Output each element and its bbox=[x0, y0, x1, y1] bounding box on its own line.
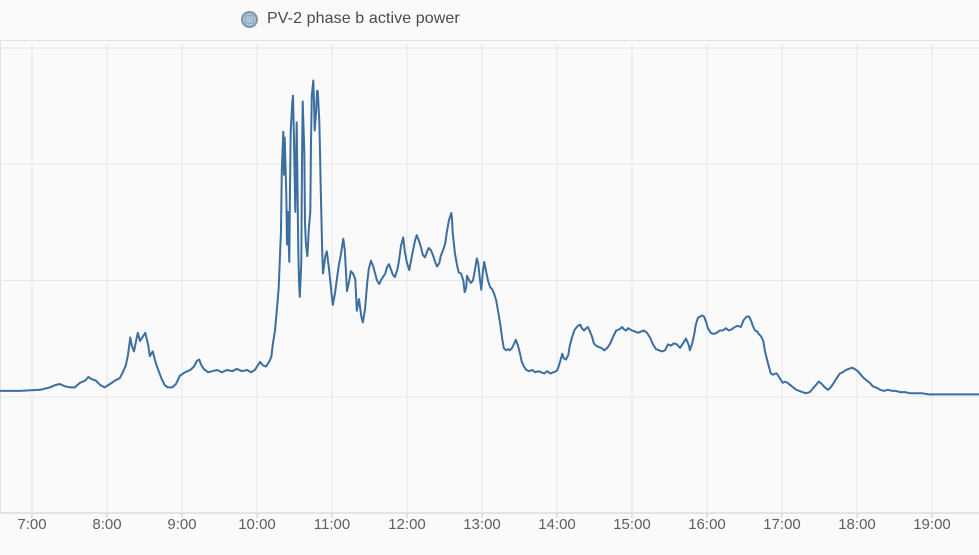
x-axis-label: 12:00 bbox=[388, 516, 426, 533]
legend-item[interactable]: PV-2 phase b active power bbox=[241, 9, 460, 29]
x-axis-label: 11:00 bbox=[313, 516, 351, 533]
series-line[interactable] bbox=[0, 79, 979, 396]
x-axis-label: 7:00 bbox=[17, 516, 47, 533]
x-axis-label: 13:00 bbox=[463, 516, 501, 533]
legend-label: PV-2 phase b active power bbox=[267, 10, 460, 27]
x-axis-label: 10:00 bbox=[238, 516, 276, 533]
x-axis-label: 14:00 bbox=[538, 516, 576, 533]
x-axis-label: 8:00 bbox=[92, 516, 122, 533]
x-axis-label: 18:00 bbox=[838, 516, 876, 533]
x-axis-label: 19:00 bbox=[913, 516, 951, 533]
x-axis-label: 16:00 bbox=[688, 516, 726, 533]
x-axis-label: 9:00 bbox=[167, 516, 197, 533]
x-axis-label: 17:00 bbox=[763, 516, 801, 533]
series-symbol-icon bbox=[241, 10, 258, 28]
x-axis-label: 15:00 bbox=[613, 516, 651, 533]
